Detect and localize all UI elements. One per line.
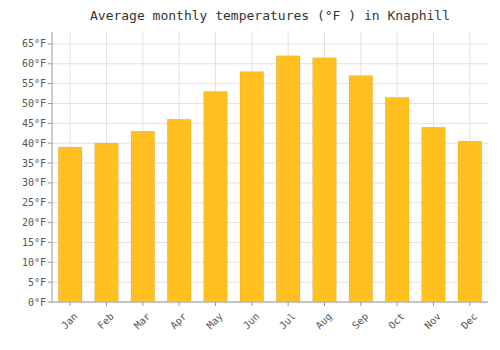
- y-tick-label: 35°F: [22, 158, 46, 169]
- y-tick: [48, 43, 52, 44]
- x-tick: [70, 302, 71, 306]
- bar: [385, 98, 409, 302]
- x-tick-label: Apr: [168, 311, 189, 332]
- x-tick: [106, 302, 107, 306]
- y-tick: [48, 143, 52, 144]
- x-tick-label: Jan: [59, 311, 80, 332]
- y-tick: [48, 182, 52, 183]
- x-tick-label: Sep: [350, 311, 371, 332]
- x-tick-label: May: [204, 311, 225, 332]
- bar: [458, 141, 482, 302]
- x-tick-label: Oct: [386, 311, 407, 332]
- chart-svg: Average monthly temperatures (°F ) in Kn…: [0, 0, 500, 350]
- x-tick: [179, 302, 180, 306]
- y-tick-label: 5°F: [28, 277, 46, 288]
- y-tick-label: 45°F: [22, 118, 46, 129]
- y-tick: [48, 103, 52, 104]
- y-tick-label: 15°F: [22, 237, 46, 248]
- y-tick: [48, 83, 52, 84]
- y-grid-line: [52, 43, 488, 44]
- x-tick: [288, 302, 289, 306]
- chart-container: Average monthly temperatures (°F ) in Kn…: [0, 0, 500, 350]
- y-grid-line: [52, 63, 488, 64]
- y-tick-label: 60°F: [22, 58, 46, 69]
- bar: [349, 76, 373, 302]
- x-tick: [397, 302, 398, 306]
- bar: [240, 72, 264, 302]
- y-grid-line: [52, 83, 488, 84]
- x-axis: Jan Feb Mar Apr May Jun Jul Aug Sep Oct Nov Dec: [52, 302, 488, 331]
- bar: [95, 143, 119, 302]
- chart-title: Average monthly temperatures (°F ) in Kn…: [90, 8, 450, 23]
- y-tick-label: 50°F: [22, 98, 46, 109]
- bar: [276, 56, 300, 302]
- bar: [167, 119, 191, 302]
- x-tick: [215, 302, 216, 306]
- y-tick-label: 20°F: [22, 217, 46, 228]
- y-tick: [48, 222, 52, 223]
- x-tick-label: Jun: [241, 311, 262, 332]
- bar: [313, 58, 337, 302]
- y-grid-line: [52, 123, 488, 124]
- bar: [131, 131, 155, 302]
- y-tick-label: 55°F: [22, 78, 46, 89]
- x-tick-label: Aug: [313, 311, 334, 332]
- y-tick: [48, 163, 52, 164]
- y-tick: [48, 202, 52, 203]
- bar: [422, 127, 446, 302]
- y-tick-label: 40°F: [22, 138, 46, 149]
- y-grid-line: [52, 103, 488, 104]
- x-tick-label: Jul: [277, 311, 298, 332]
- y-axis-line: [52, 32, 53, 302]
- y-tick: [48, 262, 52, 263]
- bar: [204, 92, 228, 302]
- x-tick: [360, 302, 361, 306]
- y-tick: [48, 282, 52, 283]
- x-tick-label: Mar: [132, 311, 153, 332]
- bars: [58, 56, 481, 302]
- x-tick: [142, 302, 143, 306]
- y-axis: 0°F 5°F 10°F 15°F 20°F 25°F 30°F 35°F 40°F 45°F 50…: [22, 32, 52, 308]
- x-tick-label: Feb: [95, 311, 116, 332]
- grid: [52, 32, 488, 302]
- y-tick-label: 30°F: [22, 177, 46, 188]
- x-tick: [469, 302, 470, 306]
- y-tick: [48, 302, 52, 303]
- x-tick: [324, 302, 325, 306]
- y-tick-label: 25°F: [22, 197, 46, 208]
- y-tick: [48, 242, 52, 243]
- y-tick-label: 0°F: [28, 297, 46, 308]
- y-tick-label: 65°F: [22, 38, 46, 49]
- bar: [58, 147, 82, 302]
- y-tick-label: 10°F: [22, 257, 46, 268]
- y-tick: [48, 123, 52, 124]
- x-tick-label: Dec: [459, 311, 480, 332]
- y-tick: [48, 63, 52, 64]
- x-tick: [251, 302, 252, 306]
- x-tick-label: Nov: [422, 311, 443, 332]
- x-tick: [433, 302, 434, 306]
